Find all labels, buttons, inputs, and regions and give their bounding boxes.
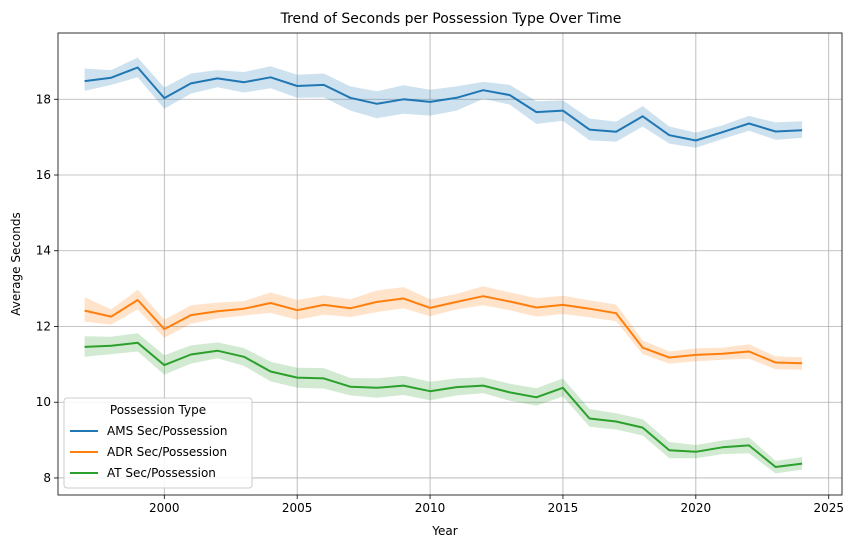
x-tick-label: 2020 [681, 501, 712, 515]
legend: Possession Type AMS Sec/Possession ADR Sec… [63, 397, 253, 489]
y-tick-label: 16 [36, 168, 51, 182]
y-tick-label: 12 [36, 319, 51, 333]
legend-entry-label: ADR Sec/Possession [107, 445, 227, 459]
x-axis-label: Year [431, 524, 457, 538]
y-tick-label: 14 [36, 244, 51, 258]
series-line-0 [84, 66, 803, 142]
y-tick-label: 8 [43, 471, 51, 485]
x-tick-label: 2005 [282, 501, 313, 515]
legend-entry-label: AT Sec/Possession [107, 466, 216, 480]
series-lines [84, 66, 803, 468]
legend-title: Possession Type [110, 403, 206, 417]
confidence-band-0 [84, 57, 803, 148]
series-line-1 [84, 295, 803, 365]
plot-frame [57, 32, 843, 496]
chart-title: Trend of Seconds per Possession Type Ove… [280, 11, 622, 27]
x-axis-ticks: 2000 2005 2010 2015 2020 2025 [149, 495, 844, 515]
legend-entry-label: AMS Sec/Possession [107, 424, 227, 438]
x-tick-label: 2015 [548, 501, 579, 515]
y-axis-ticks: 8 10 12 14 16 18 [36, 92, 58, 485]
x-tick-label: 2010 [415, 501, 446, 515]
x-tick-label: 2000 [149, 501, 180, 515]
legend-box [63, 397, 253, 489]
axes-frame [57, 32, 843, 496]
y-tick-label: 18 [36, 92, 51, 106]
x-tick-label: 2025 [813, 501, 844, 515]
y-tick-label: 10 [36, 395, 51, 409]
confidence-band-1 [84, 286, 803, 370]
y-axis-label: Average Seconds [9, 212, 23, 316]
series-line-2 [84, 341, 803, 468]
